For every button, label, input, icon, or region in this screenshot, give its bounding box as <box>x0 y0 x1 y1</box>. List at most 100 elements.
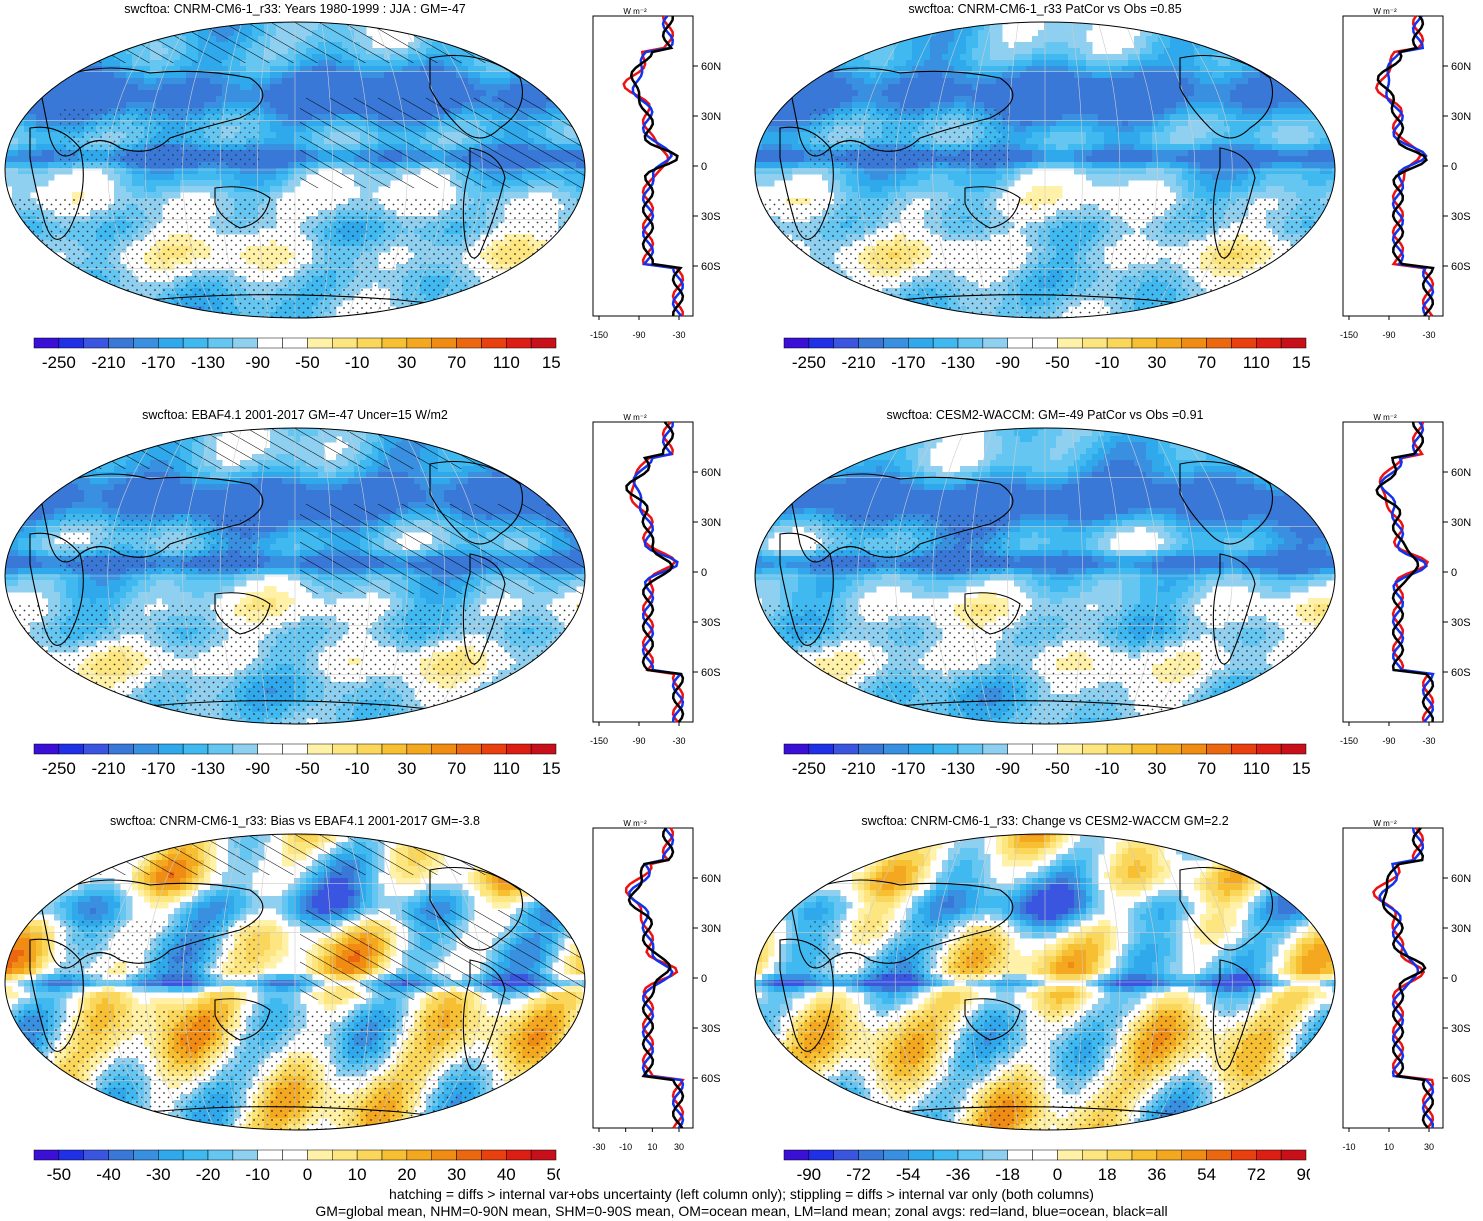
colorbar-label: 70 <box>1197 759 1216 778</box>
coastline <box>214 592 271 635</box>
coastline <box>214 998 271 1041</box>
colorbar: -250 -210 -170 -130 -90 -50 -10 30 70 110 150 <box>783 743 1310 778</box>
zonal-lat-label: 30S <box>1451 617 1471 629</box>
colorbar-swatch <box>1106 1149 1133 1161</box>
zonal-x-label: -90 <box>1382 736 1395 746</box>
zonal-x-label: -150 <box>1340 330 1358 340</box>
map-field <box>755 834 1335 1130</box>
zonal-lat-label: 60N <box>701 467 721 479</box>
zonal-lat-label: 30N <box>701 111 721 123</box>
colorbar-swatch <box>257 1149 283 1161</box>
colorbar-swatch <box>182 337 209 349</box>
zonal-lat-label: 30S <box>701 1023 721 1035</box>
colorbar-swatch <box>783 1149 810 1161</box>
colorbar-swatch <box>83 743 109 755</box>
colorbar-swatch <box>1256 743 1282 755</box>
colorbar-swatch <box>108 1149 134 1161</box>
colorbar-swatch <box>783 337 810 349</box>
colorbar-swatch <box>1280 1149 1307 1161</box>
colorbar-swatch <box>108 337 134 349</box>
panel-reference-model: swcftoa: CESM2-WACCM: GM=-49 PatCor vs O… <box>750 406 1483 811</box>
colorbar-label: 50 <box>547 1165 560 1184</box>
colorbar-swatch <box>406 743 432 755</box>
colorbar-label: -130 <box>191 353 225 372</box>
colorbar-label: -50 <box>295 353 320 372</box>
colorbar-swatch <box>1206 743 1232 755</box>
map-border <box>4 427 586 725</box>
colorbar-swatch <box>1156 1149 1182 1161</box>
colorbar-swatch <box>456 1149 482 1161</box>
zonal-average-plot: W m⁻² 60N 30N 0 30S 60S -150 -90 -30 <box>590 7 721 340</box>
zonal-units: W m⁻² <box>1373 819 1397 828</box>
colorbar-label: 18 <box>1098 1165 1117 1184</box>
colorbar-label: -130 <box>941 353 975 372</box>
colorbar-swatch <box>1181 337 1207 349</box>
colorbar-label: -50 <box>47 1165 72 1184</box>
zonal-x-label: -10 <box>619 1142 632 1152</box>
colorbar-swatch <box>833 337 859 349</box>
colorbar-swatch <box>1057 337 1083 349</box>
colorbar-swatch <box>530 1149 557 1161</box>
colorbar-swatch <box>1206 337 1232 349</box>
colorbar-swatch <box>530 337 557 349</box>
zonal-lat-label: 0 <box>1451 973 1457 985</box>
coastline <box>779 532 834 646</box>
zonal-lat-label: 30N <box>1451 517 1471 529</box>
zonal-lat-label: 30N <box>1451 923 1471 935</box>
colorbar-label: -90 <box>245 353 270 372</box>
colorbar-swatch <box>1156 743 1182 755</box>
colorbar-swatch <box>381 1149 408 1161</box>
coastline <box>779 126 834 240</box>
map-border <box>4 21 586 319</box>
zonal-lat-label: 60S <box>1451 1073 1471 1085</box>
colorbar-swatch <box>232 743 258 755</box>
colorbar-swatch <box>182 1149 209 1161</box>
world-map <box>4 427 586 725</box>
colorbar-label: -170 <box>891 759 925 778</box>
colorbar-swatch <box>1206 1149 1232 1161</box>
zonal-lat-label: 0 <box>1451 161 1457 173</box>
colorbar-swatch <box>1280 743 1307 755</box>
colorbar-swatch <box>257 743 283 755</box>
zonal-x-label: -30 <box>592 1142 605 1152</box>
colorbar-swatch <box>158 1149 184 1161</box>
zonal-units: W m⁻² <box>1373 7 1397 16</box>
coastline <box>1212 959 1256 1071</box>
colorbar-label: -210 <box>92 353 126 372</box>
colorbar-label: -10 <box>1095 353 1120 372</box>
colorbar-swatch <box>33 743 60 755</box>
zonal-black-line <box>1376 15 1435 317</box>
coastline <box>789 473 1014 563</box>
caption-line-2: GM=global mean, NHM=0-90N mean, SHM=0-90… <box>0 1203 1483 1220</box>
colorbar-swatch <box>456 743 482 755</box>
coastline <box>39 879 264 969</box>
coastline <box>789 67 1014 157</box>
colorbar-swatch <box>207 337 234 349</box>
coastline <box>964 592 1021 635</box>
colorbar-swatch <box>808 743 834 755</box>
zonal-x-label: -150 <box>1340 736 1358 746</box>
colorbar-label: 0 <box>1053 1165 1062 1184</box>
colorbar-swatch <box>1181 1149 1207 1161</box>
zonal-x-label: 10 <box>1384 1142 1394 1152</box>
zonal-lat-label: 60N <box>1451 61 1471 73</box>
colorbar-swatch <box>833 743 859 755</box>
panel-title: swcftoa: CNRM-CM6-1_r33: Change vs CESM2… <box>750 814 1340 828</box>
zonal-x-label: -90 <box>632 736 645 746</box>
colorbar-swatch <box>431 743 457 755</box>
colorbar-label: 30 <box>1147 353 1166 372</box>
zonal-lat-label: 60S <box>1451 261 1471 273</box>
zonal-lat-label: 60S <box>701 1073 721 1085</box>
colorbar-label: -50 <box>1045 759 1070 778</box>
colorbar-label: -210 <box>842 353 876 372</box>
colorbar-label: -10 <box>245 1165 270 1184</box>
colorbar-swatch <box>381 743 408 755</box>
coastline <box>964 998 1021 1041</box>
zonal-black-line <box>625 421 685 723</box>
colorbar-swatch <box>232 1149 258 1161</box>
colorbar-label: -90 <box>245 759 270 778</box>
colorbar-label: 54 <box>1197 1165 1216 1184</box>
colorbar-swatch <box>431 1149 457 1161</box>
colorbar-swatch <box>1131 1149 1158 1161</box>
zonal-red-line <box>1378 421 1435 723</box>
